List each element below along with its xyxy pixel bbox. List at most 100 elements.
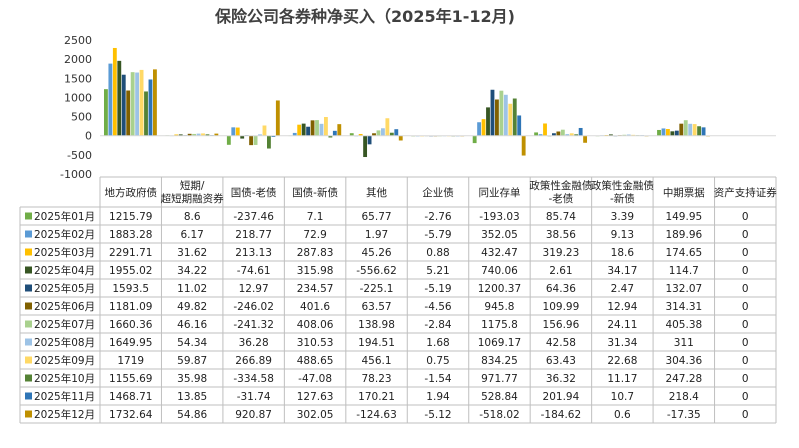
table-cell: 2.47 (611, 283, 634, 295)
bar (394, 129, 399, 136)
series-label: 2025年07月 (34, 318, 95, 331)
table-cell: 0 (742, 355, 749, 367)
bar (271, 135, 276, 137)
bar (310, 120, 315, 136)
bar (683, 120, 688, 136)
table-cell: 38.56 (546, 229, 576, 241)
bar (240, 135, 245, 139)
bar (569, 133, 574, 136)
bar (187, 133, 192, 136)
bar (609, 134, 613, 136)
chart-title: 保险公司各券种净买入（2025年1-12月) (214, 7, 515, 26)
bar (666, 129, 670, 136)
table-cell: -2.76 (424, 211, 451, 223)
table-cell: 8.6 (184, 211, 201, 223)
table-cell: 218.77 (235, 229, 272, 241)
table-cell: -4.56 (424, 301, 451, 313)
series-label: 2025年09月 (34, 354, 95, 367)
series-label: 2025年10月 (34, 372, 95, 385)
table-cell: 201.94 (543, 391, 580, 403)
table-cell: 304.36 (665, 355, 702, 367)
table-cell: 218.4 (669, 391, 699, 403)
bar (104, 89, 108, 136)
table-cell: 3.39 (611, 211, 634, 223)
bar (249, 135, 254, 146)
bar (253, 135, 258, 145)
table-cell: 24.11 (607, 319, 637, 331)
table-cell: 1468.71 (109, 391, 152, 403)
table-cell: 114.7 (669, 265, 699, 277)
bar (679, 123, 684, 136)
table-cell: 63.57 (362, 301, 392, 313)
table-cell: 1732.64 (109, 409, 153, 421)
bar (517, 115, 522, 136)
table-cell: 85.74 (546, 211, 576, 223)
table-cell: 2291.71 (109, 247, 152, 259)
y-tick-label: 1500 (64, 72, 92, 85)
legend-swatch (25, 392, 32, 400)
category-label: 地方政府债 (104, 186, 157, 199)
table-cell: 59.87 (177, 355, 207, 367)
bar (521, 135, 526, 156)
bar (292, 132, 297, 136)
legend-swatch (25, 338, 32, 346)
table-cell: 18.6 (611, 247, 635, 259)
legend-swatch (25, 230, 32, 238)
table-cell: 234.57 (297, 283, 334, 295)
table-cell: 1.97 (365, 229, 388, 241)
bar (670, 131, 675, 136)
bar (556, 131, 561, 136)
table-cell: 1181.09 (109, 301, 152, 313)
bar (275, 100, 280, 136)
table-cell: 0 (742, 391, 749, 403)
bar (398, 135, 403, 141)
table-cell: 1660.36 (109, 319, 153, 331)
bar (306, 126, 311, 136)
table-cell: 11.17 (607, 373, 637, 385)
bar (205, 134, 210, 136)
table-cell: 35.98 (177, 373, 207, 385)
series-label: 2025年06月 (34, 300, 95, 313)
bar (262, 125, 267, 136)
bar (328, 135, 333, 138)
category-label: 短期/超短期融资券 (161, 179, 224, 205)
bar (552, 133, 556, 136)
table-cell: 10.7 (611, 391, 634, 403)
bar (349, 133, 354, 136)
table-cell: 46.16 (177, 319, 207, 331)
table-cell: 0 (742, 319, 749, 331)
table-cell: 247.28 (665, 373, 702, 385)
table-cell: 1719 (117, 355, 144, 367)
table-cell: -518.02 (479, 409, 520, 421)
table-cell: 12.97 (239, 283, 269, 295)
table-cell: 456.1 (362, 355, 392, 367)
table-cell: -5.79 (424, 229, 451, 241)
table-cell: 1883.28 (109, 229, 152, 241)
bar (543, 123, 547, 136)
table-cell: 405.38 (665, 319, 702, 331)
table-cell: -334.58 (233, 373, 274, 385)
table-cell: 31.34 (607, 337, 637, 349)
bar (565, 134, 570, 136)
table-cell: 1.68 (426, 337, 449, 349)
bar (178, 134, 183, 136)
category-label: 资产支持证券 (714, 186, 777, 199)
series-label: 2025年12月 (34, 408, 95, 421)
table-cell: 432.47 (481, 247, 518, 259)
bar (560, 129, 565, 136)
table-cell: 1593.5 (112, 283, 149, 295)
bar (235, 127, 240, 136)
bar (201, 133, 205, 136)
category-label: 其他 (366, 186, 387, 199)
y-tick-label: 500 (71, 111, 92, 124)
table-cell: 401.6 (300, 301, 330, 313)
category-label: 国债-老债 (231, 186, 277, 199)
table-cell: 36.28 (239, 337, 269, 349)
bar (490, 89, 495, 136)
table-cell: -237.46 (233, 211, 274, 223)
bar (381, 128, 385, 136)
table-cell: 49.82 (177, 301, 207, 313)
bar (135, 72, 140, 136)
